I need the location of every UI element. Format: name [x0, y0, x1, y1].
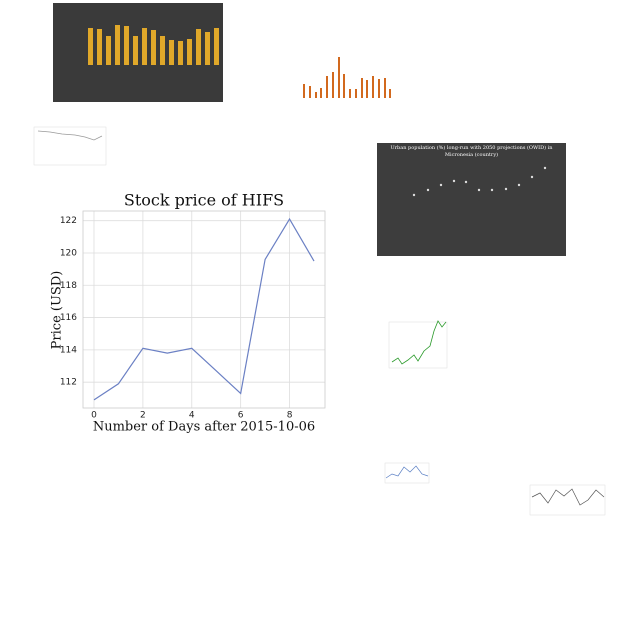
y-tick-label: 116 — [60, 313, 77, 323]
thumbnail-small-line — [33, 126, 107, 166]
y-tick-label: 120 — [60, 248, 77, 258]
x-tick-label: 2 — [140, 411, 146, 421]
thumbnail-green-line — [388, 320, 448, 369]
thumbnail-orange-bar — [303, 57, 391, 98]
x-axis-label: Number of Days after 2015-10-06 — [93, 420, 315, 435]
thumbnail-urban: Urban population (%) long-run with 2050 … — [377, 143, 566, 256]
thumbnail-dark-bar — [53, 3, 223, 102]
x-tick-label: 8 — [287, 411, 293, 421]
y-tick-label: 114 — [60, 345, 77, 355]
chart-title: Stock price of HIFS — [124, 191, 284, 210]
y-tick-label: 118 — [60, 281, 77, 291]
x-tick-label: 0 — [91, 411, 97, 421]
plot-frame — [82, 210, 326, 409]
plot: 112 114 116 118 120 122 0 2 4 6 8 — [60, 210, 326, 421]
thumbnail-title: Urban population (%) long-run with 2050 … — [390, 145, 553, 158]
y-axis-label: Price (USD) — [50, 271, 65, 350]
x-tick-label: 6 — [238, 411, 244, 421]
y-tick-label: 122 — [60, 216, 77, 226]
thumbnail-gray-line — [529, 484, 606, 516]
line-series — [93, 217, 315, 401]
y-tick-label: 112 — [60, 378, 77, 388]
thumbnail-blue-line — [384, 462, 430, 484]
x-tick-label: 4 — [189, 411, 195, 421]
